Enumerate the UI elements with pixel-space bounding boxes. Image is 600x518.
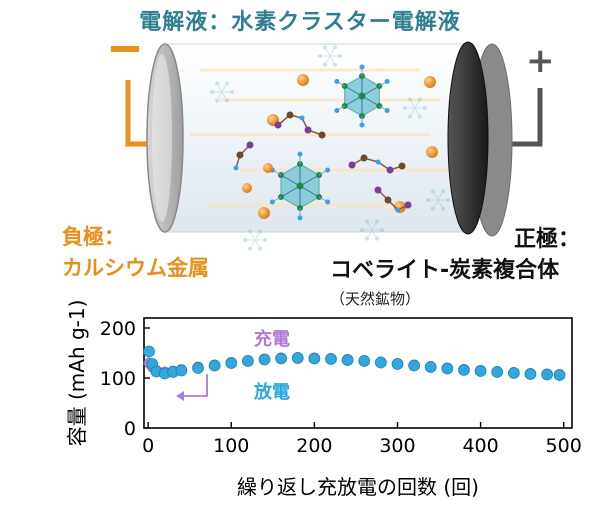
calcium-ion [263, 163, 273, 173]
x-tick-label: 100 [213, 435, 249, 457]
calcium-ion [424, 76, 436, 88]
ion-flow-streaks [190, 68, 450, 207]
anion-chain [348, 154, 406, 174]
data-point [308, 352, 321, 365]
data-point [441, 362, 454, 375]
series-discharge [143, 345, 566, 381]
hydrogen-cluster-molecules [210, 45, 450, 251]
background-cluster [318, 45, 342, 67]
data-point [374, 356, 387, 369]
data-point [507, 367, 520, 379]
hydrogen-cluster [269, 151, 331, 221]
positive-label-line2: コベライト-炭素複合体 [330, 258, 560, 283]
data-point [143, 345, 155, 358]
data-point [175, 364, 188, 377]
data-point [524, 368, 537, 380]
positive-wire [505, 88, 543, 147]
data-point [341, 354, 354, 366]
data-point [358, 355, 371, 367]
data-point [391, 358, 404, 370]
x-tick-label: 0 [142, 435, 154, 457]
positive-electrode-label: 正極： コベライト-炭素複合体 [330, 224, 580, 286]
data-point [408, 359, 420, 372]
anion-chain [274, 111, 326, 139]
x-tick-label: 200 [296, 435, 332, 457]
calcium-ion [426, 146, 438, 158]
calcium-ion [242, 183, 252, 193]
legend-arrow [180, 374, 208, 397]
negative-label-line2: カルシウム金属 [62, 256, 209, 280]
y-tick-label: 0 [124, 418, 136, 440]
data-point [225, 357, 238, 369]
data-point [424, 361, 437, 373]
background-cluster [360, 219, 384, 241]
data-point [553, 369, 566, 381]
data-point [258, 353, 271, 366]
y-axis-label: 容量 (mAh g-1) [65, 300, 89, 447]
x-axis-label: 繰り返し充放電の回数 (回) [237, 475, 479, 499]
anion-chain [233, 141, 254, 171]
negative-terminal-sign [111, 46, 139, 52]
data-point [541, 368, 553, 381]
positive-electrode-note: （天然鉱物） [330, 290, 421, 308]
negative-electrode-label: 負極： カルシウム金属 [62, 222, 209, 284]
data-point [474, 365, 487, 377]
data-point [291, 352, 304, 364]
positive-label-line1: 正極： [513, 227, 580, 252]
data-point [241, 355, 254, 367]
background-cluster [243, 229, 267, 251]
positive-electrode-disc-front [447, 41, 489, 235]
positive-terminal-sign: + [526, 41, 555, 81]
cycle-capacity-chart: 0 100 200 300 400 500 0 100 200 繰り返し充放電の回数 (回) 容量 … [65, 300, 582, 499]
background-cluster [403, 97, 427, 119]
electrolyte-title: 電解液：水素クラスター電解液 [139, 10, 461, 35]
data-point [458, 364, 470, 376]
data-point [208, 359, 221, 372]
legend-charge: 充電 [254, 328, 290, 350]
data-point [275, 352, 288, 365]
background-cluster [426, 189, 450, 211]
x-tick-label: 300 [379, 435, 415, 457]
calcium-ion [258, 207, 270, 219]
background-cluster [210, 81, 234, 103]
x-tick-label: 500 [546, 435, 582, 457]
calcium-ion [297, 74, 309, 86]
hydrogen-cluster [334, 64, 390, 128]
anion-chain [374, 186, 412, 213]
negative-label-line1: 負極： [62, 225, 125, 249]
y-tick-label: 200 [100, 318, 136, 340]
plot-frame [143, 317, 573, 429]
x-tick-label: 400 [462, 435, 498, 457]
legend-discharge: 放電 [253, 381, 290, 403]
y-tick-label: 100 [100, 368, 136, 390]
data-point [192, 362, 204, 374]
data-point [325, 353, 337, 365]
legend-arrowhead [176, 391, 184, 401]
data-point [491, 366, 504, 378]
